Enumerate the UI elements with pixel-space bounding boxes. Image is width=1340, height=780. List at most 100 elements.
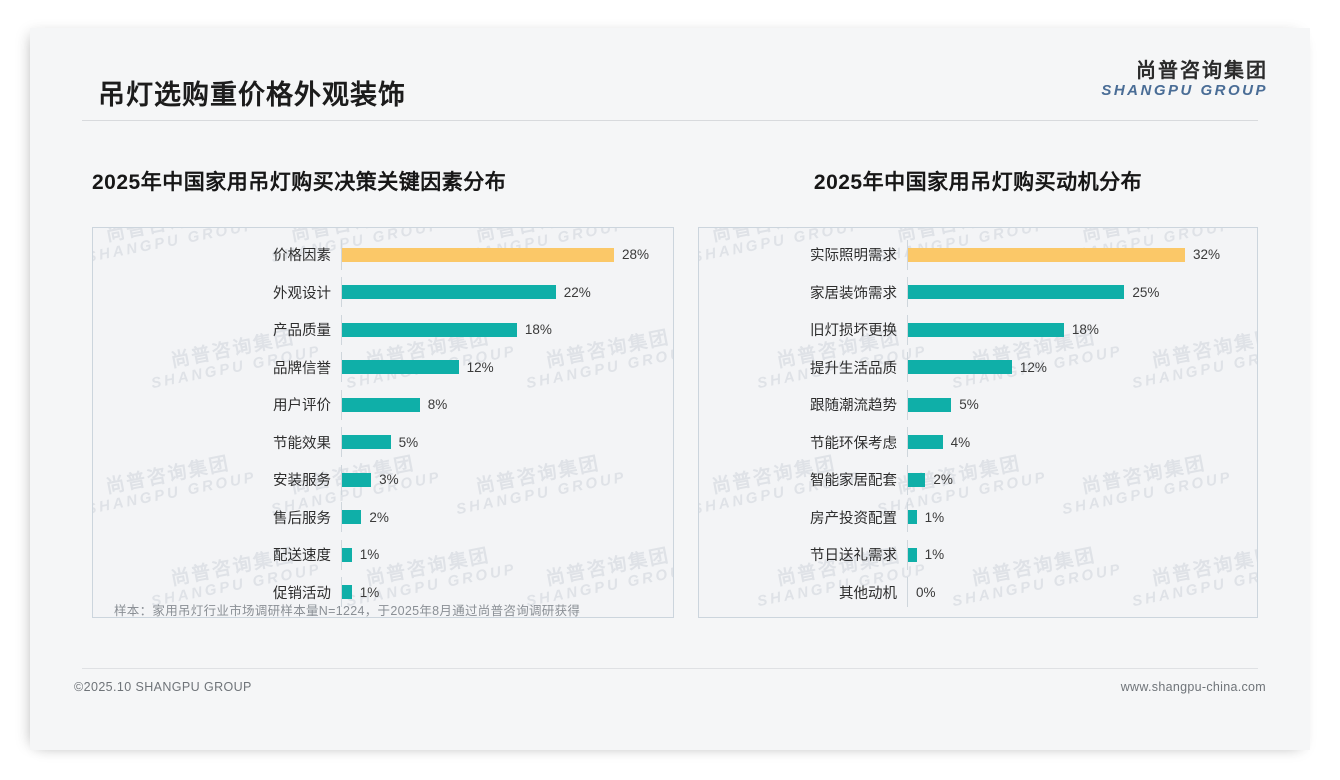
bar-track: 25% [907,277,1257,308]
bar-row: 提升生活品质 12% [699,352,1257,383]
bar-category-label: 其他动机 [839,585,897,602]
footer-divider [82,668,1258,669]
bar-category-label: 节日送礼需求 [810,548,897,565]
sample-note: 样本：家用吊灯行业市场调研样本量N=1224，于2025年8月通过尚普咨询调研获… [114,604,581,618]
logo-chinese-text: 尚普咨询集团 [1136,60,1268,82]
bar-value-label: 0% [916,584,936,600]
bar-track: 0% [907,577,1257,608]
bar-track: 18% [907,314,1257,345]
bar-value-label: 5% [959,397,979,413]
bar [342,247,614,262]
bar [342,360,459,375]
bar [342,510,362,525]
bar-value-label: 12% [1019,359,1047,375]
bar-track: 2% [907,464,1257,495]
chart-column-left: 2025年中国家用吊灯购买决策关键因素分布 尚普咨询集团 SHANGPU GROU… [92,166,674,618]
bar-value-label: 2% [933,472,953,488]
bar-row: 其他动机 0% [699,577,1257,608]
bar-category-label: 节能环保考虑 [810,435,897,452]
bar-track: 4% [907,427,1257,458]
bar-row: 价格因素 28% [93,239,673,270]
bar [908,510,917,525]
bar-track: 18% [341,314,673,345]
bar-track: 1% [341,539,673,570]
bar [342,322,517,337]
bar-category-label: 配送速度 [273,548,331,565]
bar-row: 智能家居配套 2% [699,464,1257,495]
bar-row: 房产投资配置 1% [699,502,1257,533]
bar-track: 12% [907,352,1257,383]
bar-category-label: 外观设计 [273,285,331,302]
bar-value-label: 18% [524,322,552,338]
bar-category-label: 产品质量 [273,323,331,340]
logo-english-text: SHANGPU GROUP [1101,82,1268,100]
bar-rows-right: 实际照明需求 32% 家居装饰需求 25% 旧灯损坏更换 18% 提升生活品质 12% 跟随潮流… [699,236,1257,611]
footer-copyright: ©2025.10 SHANGPU GROUP [74,680,252,694]
bar-row: 配送速度 1% [93,539,673,570]
bar-value-label: 12% [466,359,494,375]
slide-header: 吊灯选购重价格外观装饰 尚普咨询集团 SHANGPU GROUP [30,28,1310,121]
bar-category-label: 促销活动 [273,585,331,602]
bar-rows-left: 价格因素 28% 外观设计 22% 产品质量 18% 品牌信誉 12% 用户评价 8% 节能效果 5%… [93,236,673,611]
bar [342,435,391,450]
bar-value-label: 1% [924,547,945,563]
header-divider [82,120,1258,121]
bar-category-label: 跟随潮流趋势 [810,398,897,415]
bar-track: 5% [907,389,1257,420]
bar-category-label: 家居装饰需求 [810,285,897,302]
bar [908,397,952,412]
bar-track: 32% [907,239,1257,270]
bar [342,585,352,600]
bar [342,472,372,487]
bar-value-label: 2% [369,509,389,525]
bar-value-label: 4% [950,434,971,450]
chart-title-left: 2025年中国家用吊灯购买决策关键因素分布 [92,171,507,194]
bar [908,360,1012,375]
bar-row: 品牌信誉 12% [93,352,673,383]
bar-row: 节日送礼需求 1% [699,539,1257,570]
bar-value-label: 25% [1132,284,1160,300]
bar-value-label: 18% [1071,322,1099,338]
bar-track: 5% [341,427,673,458]
bar-value-label: 28% [622,247,650,263]
bar-category-label: 安装服务 [273,473,331,490]
bar [908,322,1064,337]
bar-row: 用户评价 8% [93,389,673,420]
bar-category-label: 智能家居配套 [810,473,897,490]
bar-track: 22% [341,277,673,308]
bar-category-label: 提升生活品质 [810,360,897,377]
bar-row: 实际照明需求 32% [699,239,1257,270]
bar-value-label: 32% [1193,247,1221,263]
bar-row: 外观设计 22% [93,277,673,308]
bar-row: 促销活动 1% [93,577,673,608]
bar-value-label: 22% [563,284,591,300]
bar-value-label: 5% [398,434,419,450]
bar [908,285,1125,300]
bar-category-label: 旧灯损坏更换 [810,323,897,340]
bar [908,435,943,450]
bar-row: 售后服务 2% [93,502,673,533]
bar-value-label: 8% [427,397,448,413]
bar [342,285,556,300]
bar-track: 1% [907,502,1257,533]
bar-value-label: 1% [359,547,380,563]
chart-panel-right: 尚普咨询集团 SHANGPU GROUP 尚普咨询集团 SHANGPU GROUP 尚普… [698,227,1258,618]
bar-track: 8% [341,389,673,420]
bar-category-label: 节能效果 [273,435,331,452]
bar-track: 3% [341,464,673,495]
bar-row: 节能环保考虑 4% [699,427,1257,458]
bar [908,472,926,487]
bar-value-label: 3% [379,472,399,488]
bar-row: 节能效果 5% [93,427,673,458]
bar [908,247,1185,262]
bar-row: 产品质量 18% [93,314,673,345]
slide-canvas: 吊灯选购重价格外观装饰 尚普咨询集团 SHANGPU GROUP 2025年中国… [30,28,1310,750]
bar-row: 安装服务 3% [93,464,673,495]
bar-category-label: 用户评价 [273,398,331,415]
footer-website[interactable]: www.shangpu-china.com [1120,680,1266,694]
bar-track: 12% [341,352,673,383]
bar [342,547,352,562]
bar [908,547,917,562]
chart-column-right: 2025年中国家用吊灯购买动机分布 尚普咨询集团 SHANGPU GROUP 尚普咨… [698,166,1258,618]
page-title: 吊灯选购重价格外观装饰 [98,80,406,110]
